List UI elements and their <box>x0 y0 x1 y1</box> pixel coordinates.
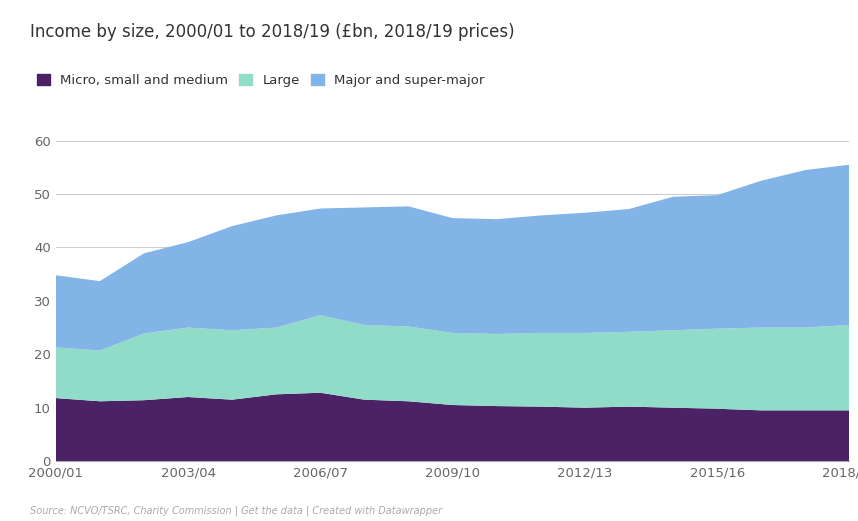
Text: Income by size, 2000/01 to 2018/19 (£bn, 2018/19 prices): Income by size, 2000/01 to 2018/19 (£bn,… <box>30 23 515 42</box>
Legend: Micro, small and medium, Large, Major and super-major: Micro, small and medium, Large, Major an… <box>37 75 485 88</box>
Text: Source: NCVO/TSRC, Charity Commission | Get the data | Created with Datawrapper: Source: NCVO/TSRC, Charity Commission | … <box>30 505 442 516</box>
